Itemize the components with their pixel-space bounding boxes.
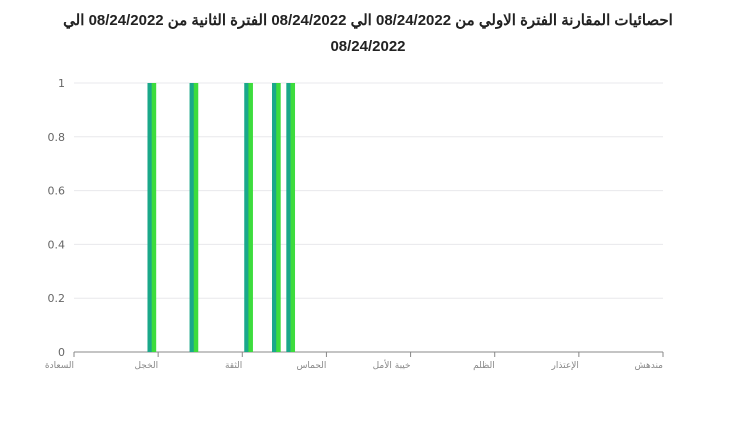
- y-tick-label: 0.6: [48, 185, 66, 198]
- x-category-label: الحماس: [296, 361, 326, 371]
- chart-title: احصائيات المقارنة الفترة الاولي من 08/24…: [0, 8, 736, 60]
- chart-title-line-1: احصائيات المقارنة الفترة الاولي من 08/24…: [63, 12, 673, 29]
- bar: [147, 83, 152, 352]
- chart-title-line-2: 08/24/2022: [330, 38, 406, 55]
- y-tick-label: 0.4: [48, 238, 66, 251]
- y-tick-label: 0.2: [48, 292, 66, 305]
- bar: [276, 83, 281, 352]
- x-category-label: الثقة: [225, 361, 242, 371]
- x-category-label: الإعتذار: [551, 361, 579, 371]
- bar: [244, 83, 249, 352]
- x-category-label: مندهش: [635, 361, 664, 371]
- y-tick-label: 0: [58, 346, 65, 359]
- bar: [272, 83, 277, 352]
- x-category-label: خيبة الأمل: [373, 359, 411, 371]
- bar: [193, 83, 199, 352]
- bar: [290, 83, 296, 352]
- y-tick-label: 0.8: [48, 131, 66, 144]
- bar: [286, 83, 291, 352]
- x-category-label: الخجل: [134, 361, 158, 371]
- x-category-label: الظلم: [473, 361, 495, 371]
- bar: [151, 83, 157, 352]
- y-tick-label: 1: [58, 77, 65, 90]
- bar: [189, 83, 195, 352]
- bar: [248, 83, 253, 352]
- x-category-label: السعادة: [45, 361, 74, 371]
